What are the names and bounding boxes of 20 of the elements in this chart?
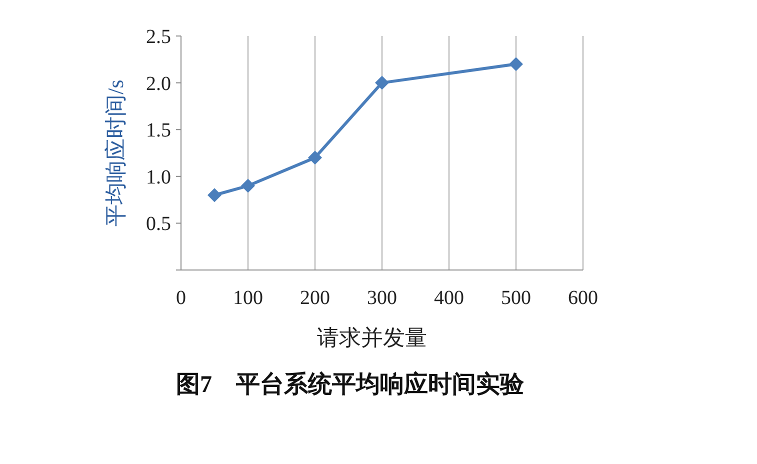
point — [509, 57, 523, 72]
x-tick-label: 200 — [300, 287, 330, 309]
y-tick-label: 1.5 — [146, 120, 171, 142]
x-tick-label: 0 — [176, 287, 186, 309]
y-tick-label: 2.0 — [146, 72, 171, 95]
x-tick-label: 100 — [233, 287, 263, 309]
x-tick-label: 500 — [501, 287, 531, 309]
point — [375, 76, 389, 90]
x-tick-label: 300 — [367, 287, 397, 309]
x-tick-label: 600 — [568, 287, 598, 309]
y-tick-label: 0.5 — [146, 213, 171, 236]
text: 图7 平台系统平均响应时间实验 — [176, 371, 525, 398]
point — [241, 178, 255, 193]
y-tick-label: 1.0 — [146, 166, 171, 188]
point — [208, 188, 222, 202]
point — [308, 150, 322, 165]
x-tick-label: 400 — [434, 287, 464, 309]
y-tick-label: 2.5 — [146, 26, 171, 48]
y-axis-title: 平均响应时间/s — [103, 80, 128, 226]
x-axis-title: 请求并发量 — [317, 325, 427, 350]
